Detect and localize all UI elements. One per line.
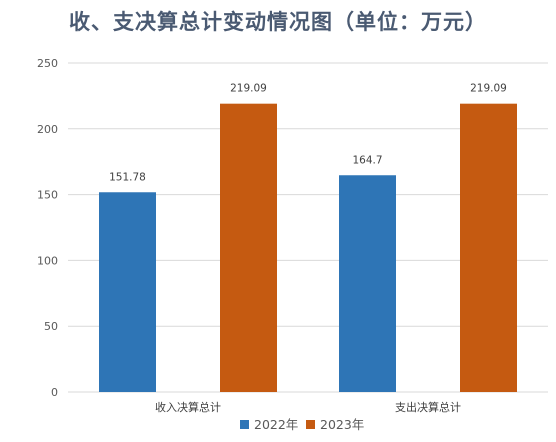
bar xyxy=(339,175,396,392)
y-tick-label: 200 xyxy=(37,123,58,136)
y-axis-ticks: 0 50 100 150 200 250 xyxy=(37,57,58,399)
y-tick-label: 250 xyxy=(37,57,58,70)
bar xyxy=(460,103,517,393)
data-label: 219.09 xyxy=(230,83,267,95)
chart-title: 收、支决算总计变动情况图（单位：万元） xyxy=(69,10,487,34)
data-labels: 151.78 219.09 164.7 219.09 xyxy=(109,83,507,184)
y-tick-label: 150 xyxy=(37,189,58,202)
y-tick-label: 100 xyxy=(37,254,58,267)
y-tick-label: 50 xyxy=(44,320,58,333)
legend-label: 2022年 xyxy=(254,417,298,432)
legend-swatch xyxy=(240,420,249,429)
category-label: 支出决算总计 xyxy=(395,400,461,414)
x-axis-categories: 收入决算总计 支出决算总计 xyxy=(155,400,461,414)
bar xyxy=(99,192,156,392)
data-label: 151.78 xyxy=(109,171,146,183)
bar xyxy=(220,103,277,393)
y-tick-label: 0 xyxy=(51,386,58,399)
legend: 2022年 2023年 xyxy=(240,417,364,432)
data-label: 219.09 xyxy=(470,83,507,95)
bars xyxy=(99,103,517,393)
legend-label: 2023年 xyxy=(320,417,364,432)
data-label: 164.7 xyxy=(352,154,382,166)
category-label: 收入决算总计 xyxy=(155,400,221,414)
legend-swatch xyxy=(306,420,315,429)
